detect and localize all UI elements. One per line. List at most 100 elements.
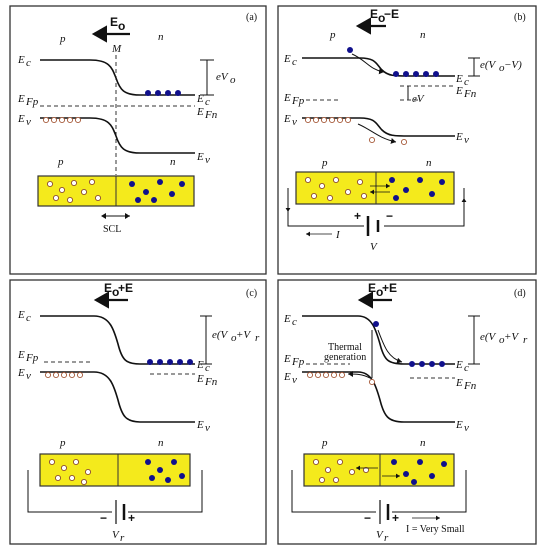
svg-text:Fp: Fp <box>25 352 39 364</box>
valence-band <box>40 117 195 154</box>
bar-electrons <box>129 179 185 203</box>
barrier-label: eV <box>216 71 229 83</box>
panel-b-frame <box>277 5 537 275</box>
junction-label: M <box>111 43 122 55</box>
svg-text:E: E <box>196 419 204 431</box>
valence-band <box>302 371 455 423</box>
svg-text:E: E <box>455 359 463 371</box>
svg-text:v: v <box>205 422 210 434</box>
svg-text:−: − <box>386 209 393 223</box>
svg-text:E: E <box>283 92 291 104</box>
electrons-n <box>145 90 181 96</box>
svg-text:+V: +V <box>236 329 251 341</box>
svg-text:r: r <box>255 332 260 344</box>
panel-c-frame <box>9 279 267 545</box>
svg-text:E: E <box>17 309 25 321</box>
shift-label: eV <box>412 93 425 105</box>
barrier-sub: o <box>230 74 236 86</box>
bar-p-label: p <box>321 157 328 169</box>
current-note: I = Very Small <box>406 524 465 535</box>
valence-band <box>40 371 195 423</box>
ec-sub-right: c <box>205 96 210 108</box>
svg-text:E: E <box>196 373 204 385</box>
electrons-n <box>409 361 445 367</box>
svg-text:Fn: Fn <box>463 88 477 100</box>
svg-text:v: v <box>464 422 469 434</box>
svg-text:c: c <box>292 56 297 68</box>
svg-text:Fp: Fp <box>291 95 305 107</box>
ev-label: E <box>17 113 25 125</box>
svg-text:r: r <box>523 334 528 346</box>
svg-text:−V): −V) <box>504 59 522 71</box>
svg-text:Fn: Fn <box>204 376 218 388</box>
svg-text:o: o <box>499 334 505 346</box>
svg-text:o: o <box>231 332 237 344</box>
field-label: E <box>370 7 378 21</box>
ev-sub-right: v <box>205 154 210 166</box>
svg-text:E: E <box>17 349 25 361</box>
circuit-wire <box>27 470 112 513</box>
panel-b-tag: (b) <box>514 12 526 23</box>
svg-text:Fn: Fn <box>463 380 477 392</box>
field-sub: o <box>118 19 125 33</box>
svg-text:o: o <box>376 285 383 299</box>
bar-holes <box>46 178 102 204</box>
svg-text:E: E <box>455 85 463 97</box>
svg-text:v: v <box>26 370 31 382</box>
voltage-label: V <box>370 241 378 253</box>
panel-b: (b) E o −E p n E c E c E Fp E Fn eV <box>277 5 537 275</box>
ec-label: E <box>17 54 25 66</box>
holes-p <box>44 371 84 379</box>
svg-text:r: r <box>384 532 389 544</box>
circuit-wire <box>291 470 376 513</box>
n-label: n <box>420 29 426 41</box>
field-sub: o <box>378 11 385 25</box>
svg-text:−: − <box>364 511 371 525</box>
svg-text:generation: generation <box>324 352 366 363</box>
svg-text:−: − <box>100 511 107 525</box>
svg-text:n: n <box>420 437 426 449</box>
panel-d-frame <box>277 279 537 545</box>
panel-d-tag: (d) <box>514 288 526 299</box>
svg-text:+E: +E <box>382 281 397 295</box>
n-label: n <box>158 31 164 43</box>
ec-label: E <box>283 53 291 65</box>
svg-text:p: p <box>321 437 328 449</box>
current-label: I <box>335 229 341 241</box>
svg-text:+: + <box>392 511 399 525</box>
svg-text:+E: +E <box>118 281 133 295</box>
holes-p <box>304 116 352 124</box>
svg-text:+: + <box>128 511 135 525</box>
conduction-band <box>40 315 195 365</box>
svg-text:+: + <box>354 209 361 223</box>
svg-text:p: p <box>59 437 66 449</box>
svg-text:n: n <box>158 437 164 449</box>
barrier-label: e(V <box>212 329 229 341</box>
field-label: E <box>110 15 118 29</box>
valence-band <box>302 117 455 137</box>
electrons-n <box>147 359 193 365</box>
field-label: E <box>104 281 112 295</box>
svg-text:v: v <box>292 116 297 128</box>
svg-text:c: c <box>464 362 469 374</box>
thermal-label: Thermal <box>328 342 362 353</box>
efn-sub: Fn <box>204 109 218 121</box>
svg-text:E: E <box>283 313 291 325</box>
bar-n-label: n <box>170 156 176 168</box>
svg-text:c: c <box>205 362 210 374</box>
svg-text:c: c <box>292 316 297 328</box>
holes-p <box>306 371 346 379</box>
svg-text:E: E <box>455 73 463 85</box>
svg-text:r: r <box>120 532 125 544</box>
svg-text:E: E <box>455 131 463 143</box>
injected-electron <box>347 47 353 53</box>
svg-text:E: E <box>283 113 291 125</box>
svg-text:+V: +V <box>504 331 519 343</box>
scl-label: SCL <box>103 224 121 235</box>
generated-electron <box>373 321 379 327</box>
svg-text:E: E <box>455 419 463 431</box>
electrons-n <box>393 71 439 77</box>
ec-label-right: E <box>196 93 204 105</box>
barrier-label: e(V <box>480 59 497 71</box>
field-extra: −E <box>384 7 399 21</box>
